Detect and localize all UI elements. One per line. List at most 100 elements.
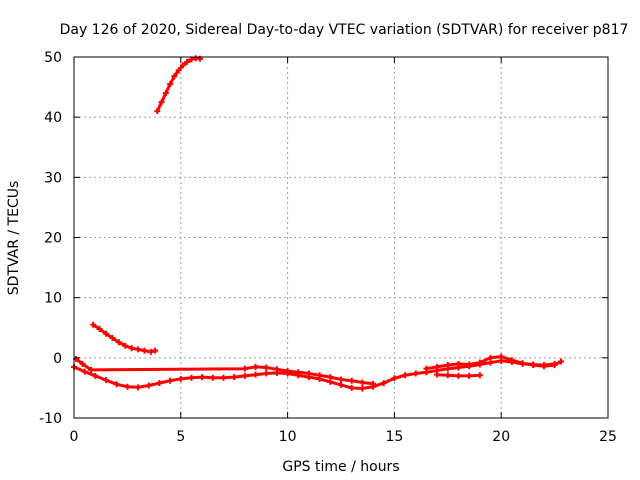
- data-point: [103, 377, 110, 384]
- data-point: [444, 372, 451, 379]
- data-point: [476, 372, 483, 379]
- data-point: [231, 374, 238, 381]
- x-tick-label: 25: [599, 429, 617, 445]
- data-point: [540, 363, 547, 370]
- chart-title: Day 126 of 2020, Sidereal Day-to-day VTE…: [60, 22, 629, 38]
- data-point: [273, 366, 280, 373]
- axis-ticks: 0 5 10 15 20 25 -10 0 10 20 30 40 50: [39, 50, 617, 445]
- y-tick-label: 10: [44, 291, 62, 307]
- grid: [74, 57, 608, 418]
- data-point: [156, 380, 163, 387]
- data-point: [359, 385, 366, 392]
- data-point: [455, 360, 462, 367]
- data-point: [179, 62, 186, 69]
- data-point: [88, 366, 95, 373]
- series-track-mid: [90, 321, 159, 355]
- data-point: [241, 365, 248, 372]
- data-point: [252, 371, 259, 378]
- data-point: [167, 81, 174, 88]
- data-point: [81, 368, 88, 375]
- data-point: [96, 325, 103, 332]
- data-point: [295, 369, 302, 376]
- data-point: [79, 360, 86, 367]
- data-point: [316, 372, 323, 379]
- data-point: [498, 353, 505, 360]
- data-point: [115, 339, 122, 346]
- data-point: [338, 381, 344, 388]
- data-point: [124, 383, 131, 390]
- data-point: [558, 358, 565, 365]
- data-point: [147, 348, 154, 355]
- data-point: [162, 90, 169, 97]
- data-point: [220, 374, 227, 381]
- y-tick-label: 0: [53, 351, 62, 367]
- data-point: [370, 380, 377, 387]
- data-point: [135, 384, 142, 391]
- y-tick-label: -10: [39, 411, 62, 427]
- data-point: [444, 362, 451, 369]
- data-point: [466, 361, 473, 368]
- data-point: [305, 370, 312, 377]
- data-series: [71, 55, 565, 392]
- data-point: [487, 354, 494, 361]
- data-point: [158, 99, 165, 106]
- data-point: [530, 362, 537, 369]
- series-track-high: [154, 55, 204, 115]
- data-point: [402, 372, 409, 379]
- data-point: [466, 372, 473, 379]
- data-point: [103, 330, 110, 337]
- data-point: [241, 372, 248, 379]
- data-point: [391, 375, 398, 382]
- data-point: [188, 374, 195, 381]
- data-point: [141, 347, 148, 354]
- series-line: [72, 359, 557, 390]
- data-point: [152, 347, 159, 354]
- data-point: [109, 334, 116, 341]
- data-point: [199, 374, 206, 381]
- data-point: [455, 372, 462, 379]
- data-point: [184, 58, 191, 65]
- x-tick-label: 5: [176, 429, 185, 445]
- data-point: [327, 374, 334, 381]
- data-point: [128, 345, 135, 352]
- data-point: [508, 357, 515, 364]
- data-point: [92, 372, 99, 379]
- data-point: [412, 370, 419, 377]
- data-point: [175, 67, 182, 74]
- data-point: [122, 342, 129, 349]
- data-point: [154, 108, 161, 115]
- series-track-late: [423, 353, 565, 372]
- y-tick-label: 40: [44, 110, 62, 126]
- x-tick-label: 10: [279, 429, 297, 445]
- series-line: [74, 357, 375, 386]
- y-tick-label: 20: [44, 231, 62, 247]
- data-point: [135, 346, 142, 353]
- data-point: [177, 375, 184, 382]
- data-point: [434, 371, 441, 378]
- series-track-low-upper: [73, 356, 377, 387]
- data-point: [252, 363, 259, 370]
- data-point: [171, 73, 178, 80]
- data-point: [476, 359, 483, 366]
- data-point: [434, 363, 441, 370]
- y-axis-label: SDTVAR / TECUs: [6, 181, 22, 296]
- data-point: [338, 376, 344, 383]
- data-point: [113, 381, 120, 388]
- data-point: [145, 382, 152, 389]
- y-tick-label: 50: [44, 50, 62, 66]
- data-point: [348, 384, 355, 391]
- data-point: [359, 379, 366, 386]
- data-point: [284, 368, 291, 375]
- x-tick-label: 15: [385, 429, 403, 445]
- data-point: [263, 364, 270, 371]
- data-point: [423, 365, 430, 372]
- data-point: [209, 374, 216, 381]
- data-point: [263, 370, 270, 377]
- x-tick-label: 20: [492, 429, 510, 445]
- series-line: [155, 56, 202, 113]
- data-point: [167, 377, 174, 384]
- data-point: [519, 360, 526, 367]
- data-point: [90, 321, 97, 328]
- x-tick-label: 0: [70, 429, 79, 445]
